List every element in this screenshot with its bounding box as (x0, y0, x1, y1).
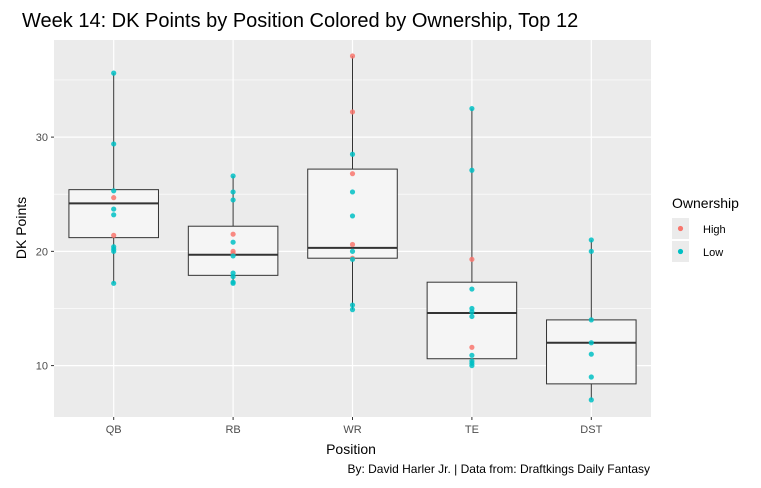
y-tick-label: 30 (36, 132, 48, 144)
x-tick-label: QB (106, 424, 122, 436)
legend: Ownership High Low (672, 195, 739, 262)
y-axis: 10 20 30 (36, 132, 54, 373)
point-low (349, 248, 356, 254)
legend-label: High (703, 224, 726, 236)
point-low (349, 189, 356, 195)
point-low (111, 280, 117, 286)
point-low (230, 280, 236, 286)
point-low (469, 105, 475, 112)
point-low (230, 239, 236, 245)
point-high (349, 53, 356, 59)
point-low (469, 167, 475, 173)
point-low (469, 313, 475, 320)
y-tick-label: 10 (36, 361, 48, 373)
legend-title: Ownership (672, 195, 739, 211)
point-high (469, 256, 475, 262)
x-axis: QB RB WR TE DST (106, 417, 603, 436)
point-low (469, 309, 475, 315)
point-high (111, 195, 117, 201)
point-low (588, 317, 594, 323)
point-low (230, 273, 236, 280)
point-low (111, 188, 117, 194)
point-low (349, 213, 356, 219)
point-low (469, 286, 475, 292)
point-low (230, 253, 236, 259)
x-tick-label: TE (465, 424, 479, 436)
point-low (349, 307, 356, 313)
x-tick-label: WR (343, 424, 361, 436)
point-low (111, 248, 117, 254)
legend-label: Low (703, 247, 723, 259)
point-high (349, 241, 356, 248)
point-high (230, 231, 236, 237)
point-low (588, 248, 594, 254)
point-high (349, 109, 356, 115)
point-low (349, 256, 356, 262)
point-low (588, 340, 594, 346)
series-high (111, 53, 475, 350)
point-high (111, 232, 117, 238)
legend-marker (677, 225, 684, 232)
chart-caption: By: David Harler Jr. | Data from: Draftk… (347, 462, 650, 476)
data-points (111, 53, 594, 403)
point-low (349, 151, 356, 157)
chart-title: Week 14: DK Points by Position Colored b… (22, 10, 578, 32)
legend-marker (677, 248, 684, 255)
point-high (230, 248, 236, 254)
point-low (111, 70, 117, 76)
point-low (588, 351, 594, 357)
x-tick-label: RB (225, 424, 240, 436)
point-low (111, 206, 117, 212)
point-low (230, 189, 236, 195)
legend-item-high: High (672, 218, 726, 239)
y-tick-label: 20 (36, 246, 48, 258)
legend-item-low: Low (672, 241, 723, 262)
y-axis-title: DK Points (13, 197, 29, 259)
point-low (469, 352, 475, 358)
point-low (588, 397, 594, 403)
point-low (230, 173, 236, 179)
point-low (111, 141, 117, 147)
point-low (111, 212, 117, 218)
x-tick-label: DST (580, 424, 602, 436)
x-axis-title: Position (326, 441, 376, 457)
point-low (588, 237, 594, 243)
point-low (588, 374, 594, 380)
point-high (349, 171, 356, 177)
point-low (349, 302, 356, 308)
point-high (469, 344, 475, 350)
point-low (230, 197, 236, 203)
series-low (111, 70, 594, 403)
point-low (469, 362, 475, 369)
